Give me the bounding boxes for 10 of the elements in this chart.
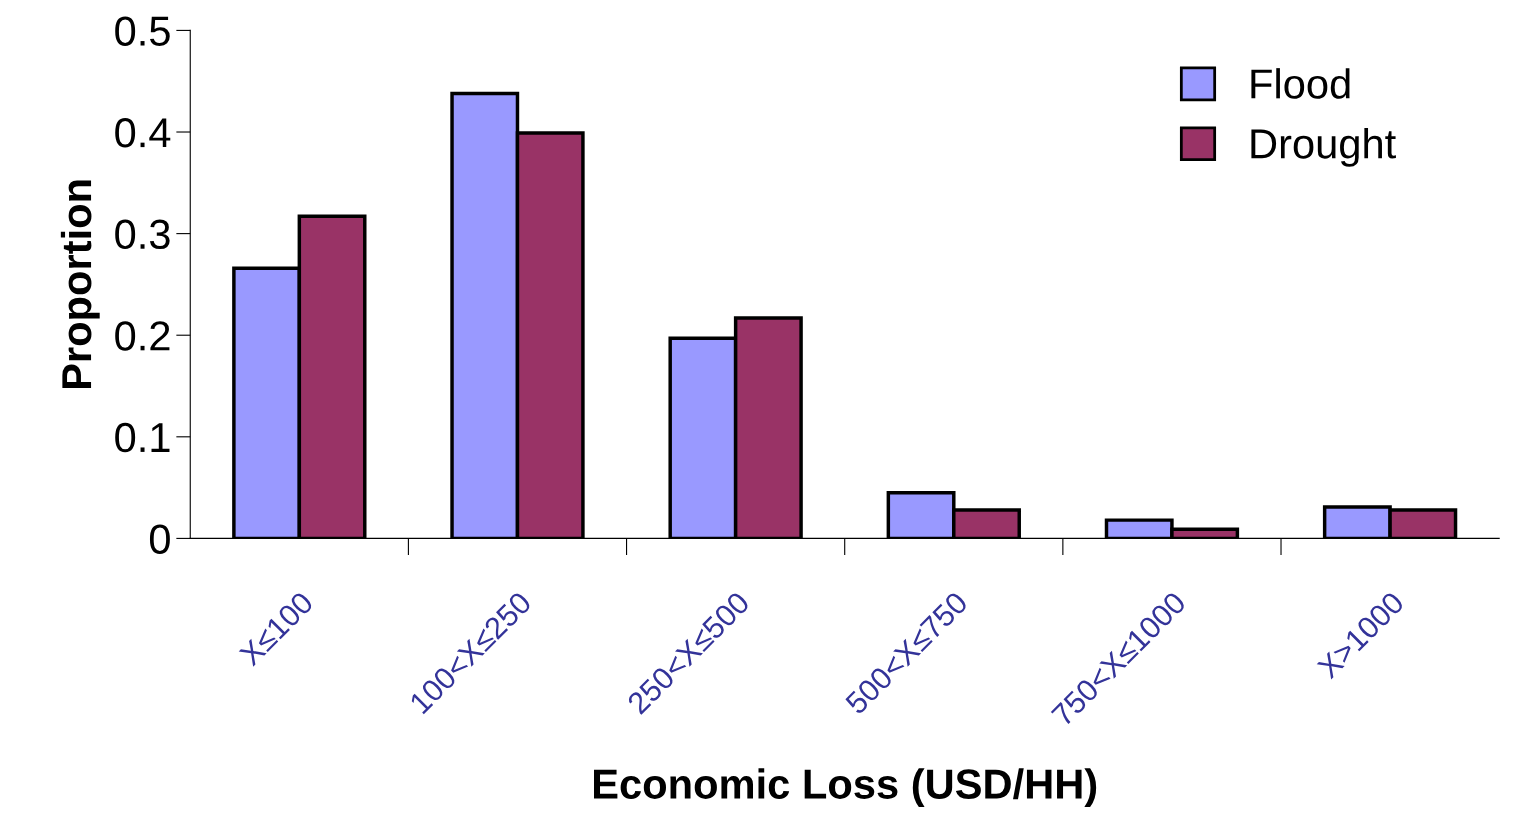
y-tick-label: 0 <box>149 524 170 554</box>
x-axis-title: Economic Loss (USD/HH) <box>594 768 1097 808</box>
legend-label: Flood <box>1251 68 1350 99</box>
y-tick-label: 0.5 <box>115 16 170 46</box>
y-tick-label: 0.4 <box>115 118 171 148</box>
y-tick-label: 0.3 <box>115 219 170 250</box>
y-tick-label: 0.1 <box>115 422 170 453</box>
y-tick-label: 0.2 <box>115 321 170 351</box>
legend-label: Drought <box>1251 128 1396 167</box>
y-axis-title: Proportion <box>60 180 100 389</box>
